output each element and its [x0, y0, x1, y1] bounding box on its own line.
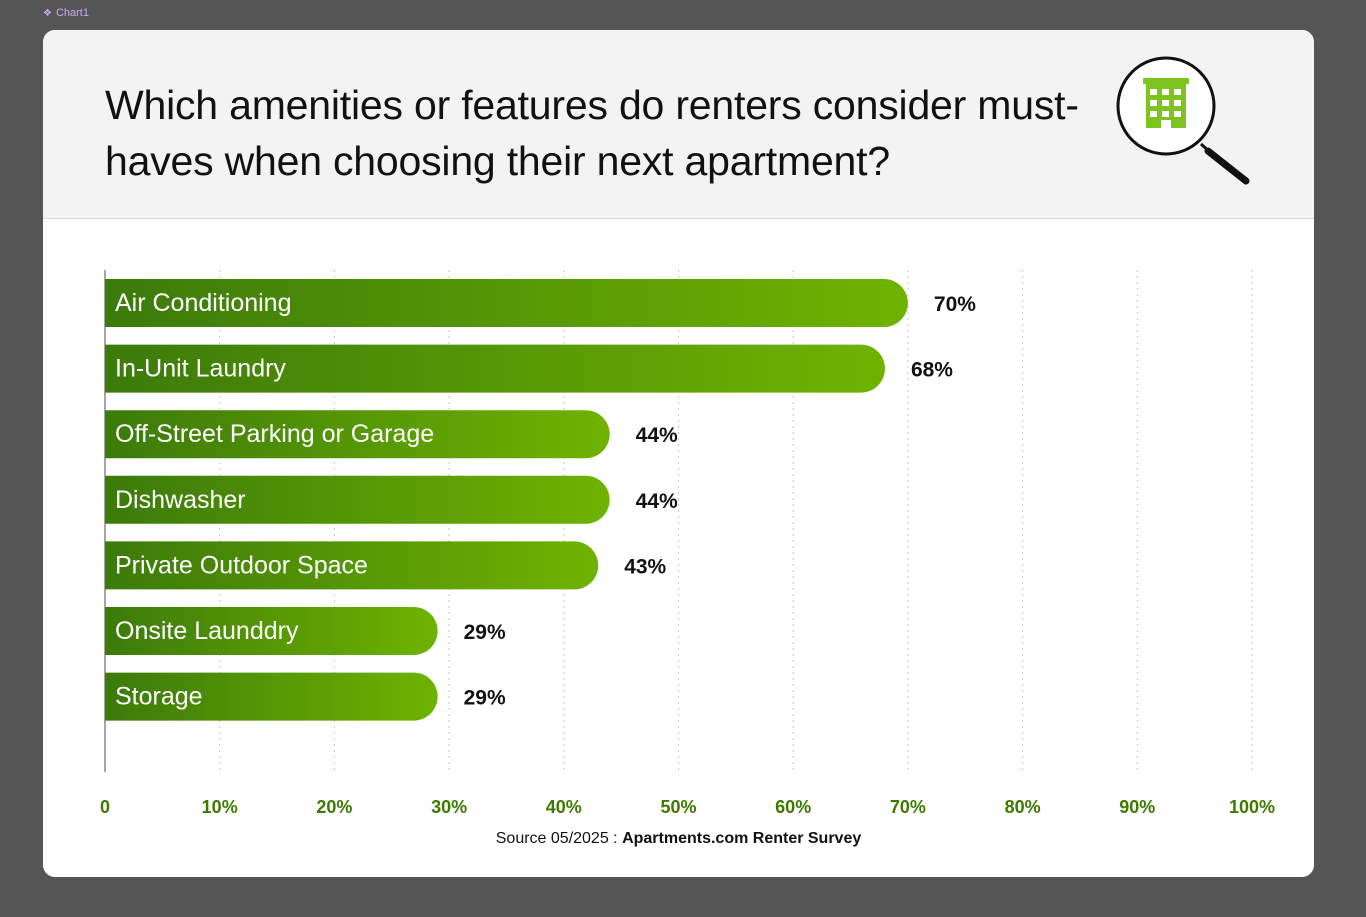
- source-name: Apartments.com Renter Survey: [622, 830, 862, 847]
- bar: [105, 410, 610, 459]
- chart-card: Which amenities or features do renters c…: [43, 30, 1314, 877]
- bar: [105, 672, 438, 721]
- x-tick-label: 70%: [890, 797, 926, 817]
- bar-category-label: In-Unit Laundry: [115, 355, 286, 383]
- chart-title: Which amenities or features do renters c…: [105, 82, 1079, 184]
- bar: [105, 541, 599, 590]
- x-tick-label: 60%: [775, 797, 811, 817]
- bar-value-label: 29%: [464, 687, 506, 710]
- bar: [105, 344, 885, 393]
- x-tick-label: 0: [100, 797, 110, 817]
- x-tick-label: 90%: [1119, 797, 1155, 817]
- bar-chart: Air Conditioning 70% In-Unit Laundry 68% Off…: [100, 270, 1275, 817]
- bar-category-label: Private Outdoor Space: [115, 551, 368, 579]
- source-note: Source 05/2025 : Apartments.com Renter S…: [43, 830, 1314, 848]
- x-tick-label: 80%: [1005, 797, 1041, 817]
- frame-label-text: Chart1: [55, 7, 89, 19]
- frame-label[interactable]: ❖ Chart1: [43, 7, 89, 19]
- bar-value-label: 44%: [636, 424, 678, 447]
- x-tick-label: 10%: [202, 797, 238, 817]
- bar: [105, 475, 610, 524]
- bar-value-label: 44%: [636, 490, 678, 513]
- card-header: Which amenities or features do renters c…: [43, 30, 1314, 219]
- bar-value-label: 68%: [911, 359, 953, 382]
- bar-value-label: 70%: [934, 293, 976, 316]
- x-tick-label: 30%: [431, 797, 467, 817]
- x-tick-label: 50%: [660, 797, 696, 817]
- bar-category-label: Dishwasher: [115, 486, 246, 514]
- bar-category-label: Storage: [115, 683, 203, 711]
- bar: [105, 607, 438, 655]
- building-magnifier-icon: [1116, 56, 1250, 185]
- component-icon: ❖: [43, 7, 52, 19]
- bar: [105, 279, 908, 327]
- x-tick-label: 20%: [316, 797, 352, 817]
- x-tick-label: 100%: [1229, 797, 1275, 817]
- bar-value-label: 29%: [464, 621, 506, 644]
- bar-category-label: Air Conditioning: [115, 289, 292, 317]
- bar-category-label: Off-Street Parking or Garage: [115, 420, 434, 448]
- source-prefix: Source 05/2025 :: [495, 830, 623, 847]
- bar-category-label: Onsite Launddry: [115, 617, 299, 645]
- bar-value-label: 43%: [624, 555, 666, 578]
- x-tick-label: 40%: [546, 797, 582, 817]
